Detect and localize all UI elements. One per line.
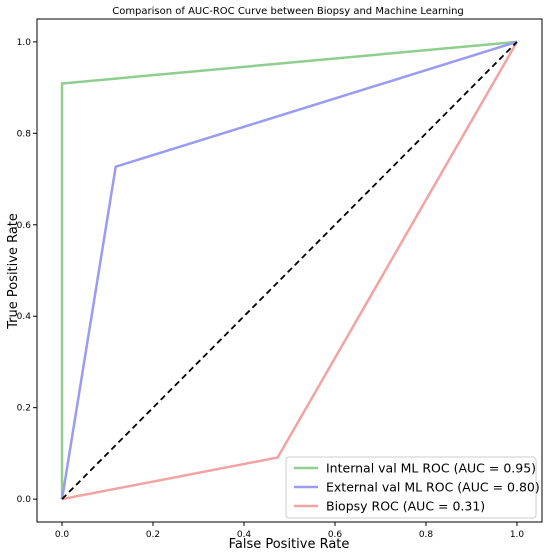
legend-label: External val ML ROC (AUC = 0.80) (326, 480, 540, 495)
reference-line-layer (61, 41, 518, 500)
legend: Internal val ML ROC (AUC = 0.95) External… (285, 456, 540, 519)
y-tick-label: 0.8 (17, 129, 32, 139)
series-line-3 (61, 41, 519, 501)
series-line-2 (60, 40, 518, 500)
x-axis-ticks: 0.0 0.2 0.4 0.6 0.8 1.0 (55, 522, 525, 540)
series-layer (60, 40, 519, 501)
chart-title: Comparison of AUC-ROC Curve between Biop… (112, 6, 464, 17)
x-tick-label: 0.8 (419, 530, 434, 540)
y-tick-label: 0.0 (17, 495, 32, 505)
reference-diagonal-line (61, 41, 518, 500)
x-tick-label: 0.0 (55, 530, 70, 540)
y-tick-label: 1.0 (17, 38, 32, 48)
y-tick-label: 0.4 (17, 312, 32, 322)
x-tick-label: 1.0 (510, 530, 525, 540)
series-line-1 (60, 40, 518, 500)
y-axis-label: True Positive Rate (6, 213, 21, 330)
legend-label: Biopsy ROC (AUC = 0.31) (326, 499, 485, 514)
x-tick-label: 0.2 (146, 530, 160, 540)
x-axis-label: False Positive Rate (229, 537, 350, 552)
x-tick-label: 0.6 (328, 530, 343, 540)
y-tick-label: 0.2 (17, 404, 31, 414)
x-tick-label: 0.4 (237, 530, 252, 540)
y-tick-label: 0.6 (17, 221, 32, 231)
y-axis-ticks: 0.0 0.2 0.4 0.6 0.8 1.0 (17, 38, 37, 505)
legend-box (285, 456, 537, 519)
legend-label: Internal val ML ROC (AUC = 0.95) (326, 461, 536, 476)
